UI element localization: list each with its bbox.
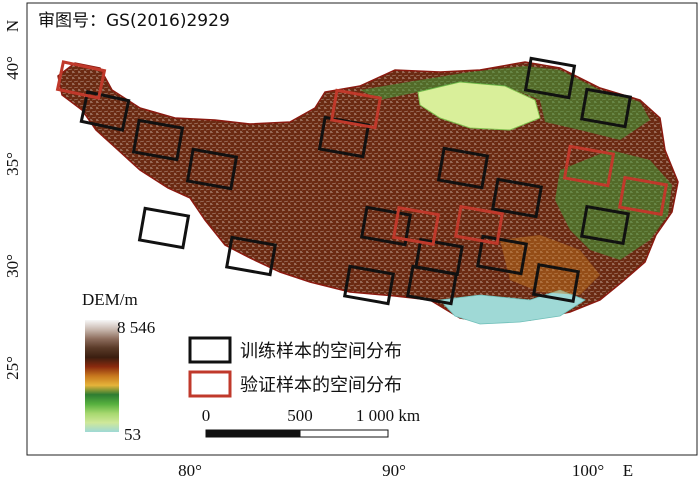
- scale-label-0: 0: [202, 406, 211, 425]
- validation-box: [391, 206, 441, 246]
- training-box: [531, 263, 581, 303]
- scale-bar: 0 500 1 000 km: [202, 406, 420, 438]
- dem-max-label: 8 546: [117, 318, 155, 337]
- north-green-zone: [360, 66, 650, 140]
- training-box: [405, 264, 459, 306]
- validation-boxes: [55, 60, 669, 246]
- y-tick-label: 25°: [3, 356, 22, 380]
- validation-box: [329, 88, 383, 130]
- southeast-lowland: [439, 289, 586, 325]
- x-tick-label: 90°: [382, 461, 406, 480]
- y-tick-label: 40°: [3, 56, 22, 80]
- scale-label-500: 500: [287, 406, 313, 425]
- training-box: [490, 177, 544, 219]
- validation-box: [617, 175, 669, 217]
- training-box: [131, 118, 185, 162]
- scale-label-1000: 1 000 km: [356, 406, 420, 425]
- approval-number: 审图号：GS(2016)2929: [38, 11, 230, 31]
- training-legend-swatch: [188, 336, 232, 364]
- x-tick-label: 100°: [572, 461, 604, 480]
- x-axis-unit: E: [623, 461, 633, 480]
- dem-min-label: 53: [124, 425, 141, 444]
- scale-bar-black: [205, 429, 301, 438]
- y-tick-label: 30°: [3, 254, 22, 278]
- validation-box: [55, 60, 107, 100]
- validation-box: [453, 204, 505, 246]
- x-tick-label: 80°: [178, 461, 202, 480]
- scale-bar-white: [299, 429, 389, 438]
- east-green-zone: [555, 150, 672, 260]
- validation-legend-swatch: [188, 370, 232, 398]
- training-box: [137, 206, 191, 250]
- training-box: [523, 56, 577, 100]
- dem-legend-title: DEM/m: [82, 290, 138, 309]
- x-axis-ticks: 80° 90° 100° E: [178, 461, 633, 480]
- y-axis-unit: N: [3, 20, 22, 32]
- training-legend-label: 训练样本的空间分布: [240, 341, 402, 362]
- training-boxes: [79, 56, 633, 306]
- y-tick-label: 35°: [3, 152, 22, 176]
- training-box: [579, 204, 631, 246]
- validation-box: [562, 144, 616, 188]
- training-box: [436, 146, 490, 190]
- training-box: [342, 264, 396, 306]
- validation-legend-label: 验证样本的空间分布: [240, 375, 402, 396]
- training-box: [475, 234, 529, 276]
- y-axis-ticks: 40° 35° 30° 25° N: [3, 20, 22, 380]
- dem-legend: DEM/m 8 546 53: [82, 290, 155, 444]
- training-box: [359, 205, 413, 247]
- training-box: [79, 90, 131, 132]
- training-box: [185, 147, 239, 191]
- training-box: [579, 87, 633, 129]
- dem-color-ramp: [85, 320, 119, 432]
- sample-legend: 训练样本的空间分布 验证样本的空间分布: [188, 336, 402, 398]
- training-box: [224, 235, 278, 277]
